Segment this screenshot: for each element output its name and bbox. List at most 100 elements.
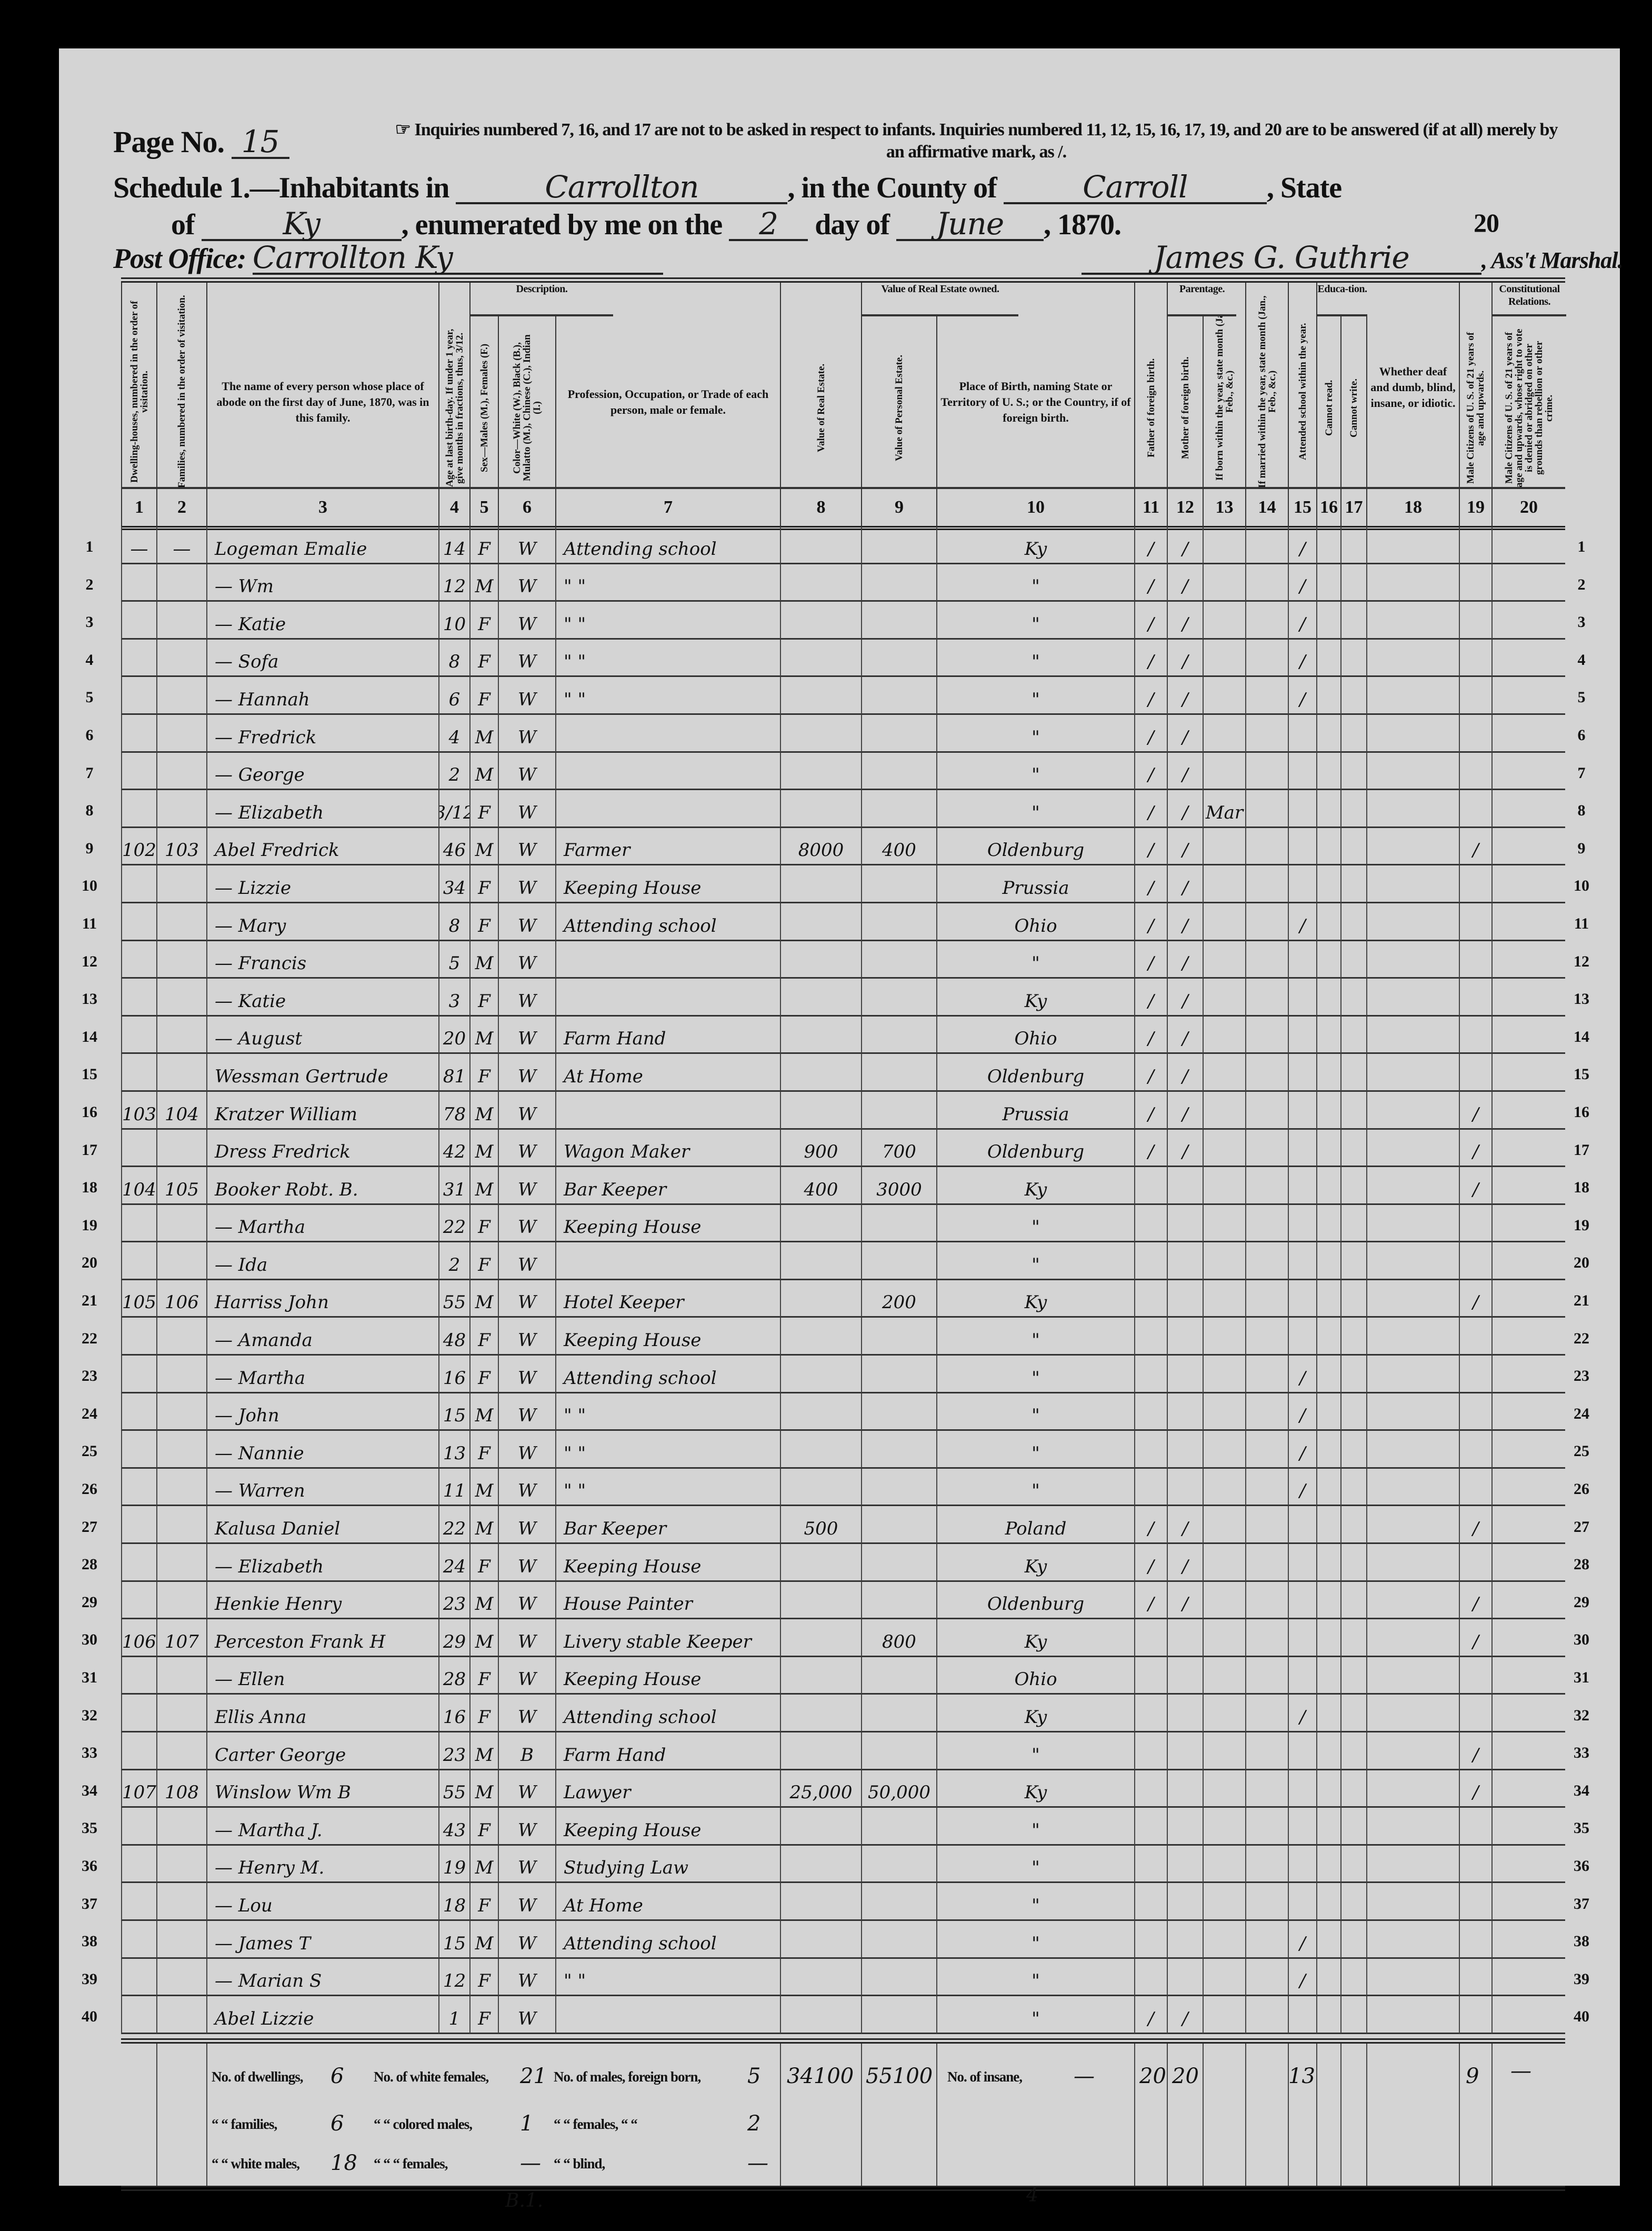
- cell-married-within-year: [1245, 1581, 1288, 1620]
- cell-color: W: [498, 1167, 555, 1205]
- row-number: 5: [1577, 689, 1586, 706]
- cell-age: 46: [438, 828, 469, 866]
- cell-cannot-read: [1316, 1845, 1340, 1884]
- cell-occupation: [555, 1091, 780, 1130]
- cell-father-foreign: [1134, 1695, 1167, 1732]
- cell-color: W: [498, 1996, 555, 2034]
- cell-birthplace: ": [936, 1996, 1134, 2034]
- cell-married-within-year: [1245, 1356, 1288, 1393]
- white-females-count: 21: [520, 2064, 547, 2088]
- cell-sex: M: [469, 1129, 498, 1168]
- cell-born-within-year: [1203, 1356, 1245, 1393]
- cell-mother-foreign: /: [1167, 1996, 1203, 2034]
- row-number: 18: [82, 1179, 97, 1197]
- cell-birthplace: Prussia: [936, 865, 1134, 903]
- cell-vote-denied: [1491, 1167, 1565, 1205]
- cell-dwelling: [121, 1695, 156, 1732]
- cell-occupation: [555, 790, 780, 828]
- cell-birthplace: Oldenburg: [936, 828, 1134, 866]
- column-number-17: 17: [1340, 489, 1366, 526]
- row-number: 26: [1574, 1480, 1589, 1498]
- cell-deaf-blind-insane: [1366, 1770, 1459, 1808]
- cell-cannot-read: [1316, 1581, 1340, 1620]
- cell-age: 34: [438, 865, 469, 903]
- cell-real-estate: [780, 1657, 861, 1695]
- cell-dwelling: [121, 1016, 156, 1054]
- cell-name: Wessman Gertrude: [206, 1054, 438, 1092]
- cell-name: — Martha: [206, 1356, 438, 1393]
- cell-male-citizen: /: [1459, 1167, 1491, 1205]
- cell-real-estate: [780, 1242, 861, 1280]
- cell-sex: M: [469, 1920, 498, 1959]
- cell-color: W: [498, 1958, 555, 1997]
- cell-personal-estate: 50,000: [861, 1770, 936, 1808]
- cell-name: — Katie: [206, 979, 438, 1017]
- row-number: 3: [1577, 613, 1586, 631]
- cell-dwelling: [121, 1581, 156, 1620]
- row-number: 5: [85, 689, 94, 706]
- cell-born-within-year: [1203, 1204, 1245, 1243]
- cell-mother-foreign: /: [1167, 828, 1203, 866]
- cell-mother-foreign: /: [1167, 1016, 1203, 1054]
- cell-sex: M: [469, 1280, 498, 1318]
- cell-born-within-year: [1203, 1958, 1245, 1997]
- cell-father-foreign: /: [1134, 639, 1167, 678]
- cell-attended-school: /: [1288, 1958, 1316, 1997]
- cell-age: 6: [438, 677, 469, 715]
- cell-dwelling: [121, 1732, 156, 1770]
- page-no-label: Page No.: [113, 125, 225, 159]
- column-header-label: Cannot write.: [1349, 379, 1359, 437]
- cell-cannot-read: [1316, 979, 1340, 1017]
- cell-color: W: [498, 1920, 555, 1959]
- cell-married-within-year: [1245, 903, 1288, 941]
- cell-deaf-blind-insane: [1366, 1356, 1459, 1393]
- cell-occupation: Keeping House: [555, 1204, 780, 1243]
- cell-family: 103: [156, 828, 206, 866]
- cell-family: [156, 1431, 206, 1469]
- cell-father-foreign: [1134, 1732, 1167, 1770]
- cell-attended-school: [1288, 1091, 1316, 1130]
- cell-male-citizen: [1459, 1242, 1491, 1280]
- cell-born-within-year: [1203, 564, 1245, 602]
- cell-birthplace: ": [936, 1958, 1134, 1997]
- cell-male-citizen: /: [1459, 1581, 1491, 1620]
- cell-personal-estate: [861, 526, 936, 564]
- cell-dwelling: 105: [121, 1280, 156, 1318]
- cell-name: — Warren: [206, 1468, 438, 1507]
- cell-mother-foreign: /: [1167, 752, 1203, 791]
- father-foreign-total: 20: [1139, 2064, 1166, 2088]
- row-number: 2: [1577, 575, 1586, 593]
- cell-mother-foreign: [1167, 1318, 1203, 1356]
- cell-born-within-year: [1203, 1581, 1245, 1620]
- cell-sex: F: [469, 1657, 498, 1695]
- cell-family: 108: [156, 1770, 206, 1808]
- cell-vote-denied: [1491, 1016, 1565, 1054]
- cell-real-estate: [780, 903, 861, 941]
- column-header-12: Mother of foreign birth.: [1167, 283, 1203, 492]
- females-foreign-label: “ “ females, “ “: [554, 2116, 638, 2132]
- cell-attended-school: /: [1288, 1468, 1316, 1507]
- cell-attended-school: [1288, 1054, 1316, 1092]
- cell-mother-foreign: /: [1167, 790, 1203, 828]
- cell-personal-estate: [861, 865, 936, 903]
- cell-name: Winslow Wm B: [206, 1770, 438, 1808]
- cell-color: W: [498, 1393, 555, 1431]
- cell-male-citizen: [1459, 1958, 1491, 1997]
- cell-real-estate: [780, 1091, 861, 1130]
- cell-cannot-read: [1316, 865, 1340, 903]
- cell-sex: M: [469, 1770, 498, 1808]
- cell-real-estate: [780, 1695, 861, 1732]
- cell-attended-school: [1288, 1845, 1316, 1884]
- column-header-label: Whether deaf and dumb, blind, insane, or…: [1370, 365, 1456, 410]
- row-number: 29: [82, 1593, 97, 1611]
- cell-personal-estate: [861, 1318, 936, 1356]
- row-number: 33: [1574, 1744, 1589, 1762]
- cell-color: W: [498, 1204, 555, 1243]
- cell-father-foreign: /: [1134, 1016, 1167, 1054]
- cell-dwelling: [121, 1393, 156, 1431]
- cell-name: — Marian S: [206, 1958, 438, 1997]
- cell-color: W: [498, 1581, 555, 1620]
- cell-birthplace: ": [936, 1920, 1134, 1959]
- cell-personal-estate: [861, 1054, 936, 1092]
- cell-birthplace: Ky: [936, 979, 1134, 1017]
